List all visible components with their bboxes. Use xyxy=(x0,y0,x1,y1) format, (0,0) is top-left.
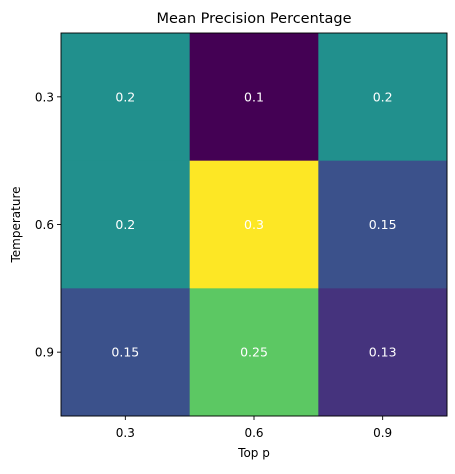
heatmap-cell xyxy=(189,160,319,289)
x-tick-label: 0.3 xyxy=(116,426,135,440)
x-axis-ticks: 0.3 0.6 0.9 xyxy=(116,416,392,440)
heatmap-cells xyxy=(61,33,448,417)
heatmap-cell xyxy=(318,288,448,417)
heatmap-cell-labels: 0.2 0.1 0.2 0.2 0.3 0.15 0.15 0.25 0.13 xyxy=(111,89,396,359)
heatmap-cell xyxy=(61,160,191,289)
heatmap-cell-label: 0.25 xyxy=(240,345,268,360)
heatmap-cell xyxy=(61,288,191,417)
x-axis-label: Top p xyxy=(237,446,270,460)
y-axis-label: Temperature xyxy=(9,186,23,263)
heatmap-cell-label: 0.15 xyxy=(111,345,139,360)
heatmap-cell xyxy=(318,160,448,289)
heatmap-cell-label: 0.13 xyxy=(369,345,397,360)
heatmap-cell-label: 0.2 xyxy=(373,89,393,104)
x-tick-label: 0.6 xyxy=(244,426,263,440)
heatmap-cell-label: 0.3 xyxy=(244,217,264,232)
chart-title: Mean Precision Percentage xyxy=(157,11,352,27)
heatmap-cell-label: 0.1 xyxy=(244,89,264,104)
heatmap-cell xyxy=(318,33,448,162)
heatmap-cell-label: 0.2 xyxy=(115,217,135,232)
y-tick-label: 0.9 xyxy=(35,346,54,360)
y-tick-label: 0.6 xyxy=(35,218,54,232)
y-axis-ticks: 0.3 0.6 0.9 xyxy=(35,90,61,360)
heatmap-cell-label: 0.15 xyxy=(369,217,397,232)
heatmap-cell xyxy=(189,33,319,162)
heatmap-cell xyxy=(61,33,191,162)
heatmap-cell xyxy=(189,288,319,417)
heatmap-cell-label: 0.2 xyxy=(115,89,135,104)
x-tick-label: 0.9 xyxy=(373,426,392,440)
y-tick-label: 0.3 xyxy=(35,90,54,104)
